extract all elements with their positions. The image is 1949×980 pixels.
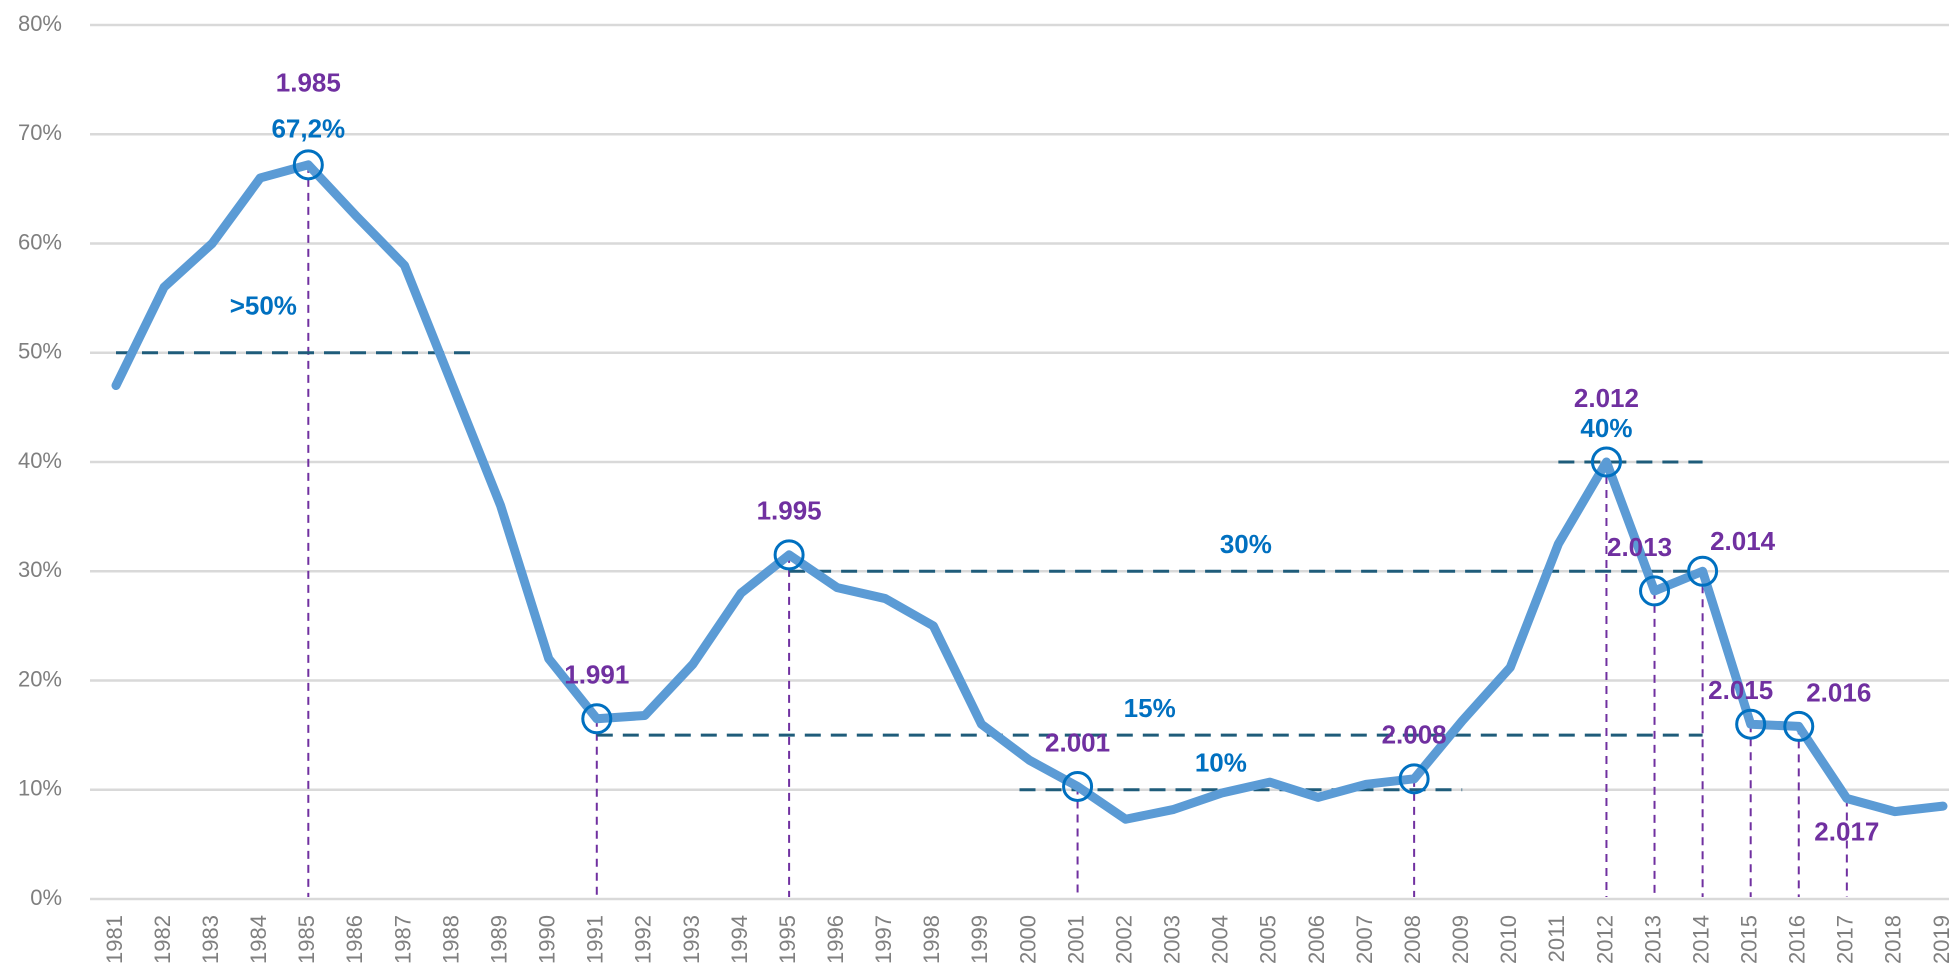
y-tick-label: 40% xyxy=(18,448,62,473)
x-tick-label: 1988 xyxy=(438,915,463,964)
x-tick-label: 2005 xyxy=(1256,915,1281,964)
highlight-label: 2.017 xyxy=(1814,816,1879,846)
x-tick-label: 1987 xyxy=(390,915,415,964)
x-tick-label: 1986 xyxy=(342,915,367,964)
x-tick-label: 2006 xyxy=(1304,915,1329,964)
x-tick-label: 1985 xyxy=(294,915,319,964)
x-tick-label: 2013 xyxy=(1640,915,1665,964)
x-tick-label: 2001 xyxy=(1063,915,1088,964)
x-tick-label: 1997 xyxy=(871,915,896,964)
highlight-label: 1.985 xyxy=(276,68,341,98)
highlight-circle xyxy=(1590,446,1622,478)
x-tick-label: 1990 xyxy=(535,915,560,964)
highlight-label: 2.016 xyxy=(1806,677,1871,707)
x-tick-label: 2009 xyxy=(1448,915,1473,964)
x-tick-label: 2012 xyxy=(1592,915,1617,964)
x-tick-label: 2008 xyxy=(1400,915,1425,964)
highlight-circle xyxy=(1687,555,1719,587)
y-tick-label: 80% xyxy=(18,11,62,36)
highlight-label: 1.991 xyxy=(564,660,629,690)
x-tick-label: 2019 xyxy=(1929,915,1949,964)
highlight-label: 2.014 xyxy=(1710,526,1776,556)
x-tick-label: 1983 xyxy=(198,915,223,964)
reference-label: 40% xyxy=(1580,413,1632,443)
highlight-label: 1.995 xyxy=(757,496,822,526)
x-tick-label: 1981 xyxy=(102,915,127,964)
x-tick-label: 2014 xyxy=(1688,915,1713,964)
x-tick-label: 1982 xyxy=(150,915,175,964)
reference-label: >50% xyxy=(230,291,297,321)
x-tick-label: 1998 xyxy=(919,915,944,964)
x-tick-label: 1996 xyxy=(823,915,848,964)
highlight-circle xyxy=(1639,575,1671,607)
x-tick-label: 2002 xyxy=(1111,915,1136,964)
y-tick-label: 0% xyxy=(30,885,62,910)
line-series xyxy=(111,160,1948,824)
x-tick-label: 1993 xyxy=(679,915,704,964)
x-tick-label: 2003 xyxy=(1160,915,1185,964)
x-tick-label: 1989 xyxy=(486,915,511,964)
x-tick-label: 2016 xyxy=(1785,915,1810,964)
highlight-circle xyxy=(581,703,613,735)
x-tick-label: 2018 xyxy=(1881,915,1906,964)
x-tick-label: 1995 xyxy=(775,915,800,964)
highlight-label: 2.001 xyxy=(1045,727,1110,757)
x-tick-label: 1984 xyxy=(246,915,271,964)
value-label: 67,2% xyxy=(271,114,345,144)
reference-label: 15% xyxy=(1124,693,1176,723)
x-tick-label: 2010 xyxy=(1496,915,1521,964)
x-tick-label: 1991 xyxy=(583,915,608,964)
x-tick-label: 2000 xyxy=(1015,915,1040,964)
reference-label: 30% xyxy=(1220,529,1272,559)
highlight-circle xyxy=(1783,710,1815,742)
highlight-circle xyxy=(773,539,805,571)
x-tick-label: 1999 xyxy=(967,915,992,964)
y-tick-label: 30% xyxy=(18,557,62,582)
x-tick-label: 2004 xyxy=(1208,915,1233,964)
highlight-label: 2.015 xyxy=(1708,675,1773,705)
y-tick-label: 50% xyxy=(18,339,62,364)
x-tick-label: 2007 xyxy=(1352,915,1377,964)
x-tick-label: 2011 xyxy=(1544,915,1569,962)
x-tick-label: 2017 xyxy=(1833,915,1858,964)
highlight-label: 2.012 xyxy=(1574,383,1639,413)
x-tick-label: 1994 xyxy=(727,915,752,964)
reference-label: 10% xyxy=(1195,748,1247,778)
y-tick-label: 70% xyxy=(18,120,62,145)
highlight-label: 2.008 xyxy=(1382,720,1447,750)
highlight-circle xyxy=(1398,763,1430,795)
highlight-label: 2.013 xyxy=(1607,532,1672,562)
highlight-circle xyxy=(292,149,324,181)
y-tick-label: 10% xyxy=(18,776,62,801)
highlight-circle xyxy=(1735,708,1767,740)
highlight-circle xyxy=(1062,770,1094,802)
x-tick-label: 2015 xyxy=(1736,915,1761,964)
y-tick-label: 60% xyxy=(18,229,62,254)
x-tick-label: 1992 xyxy=(631,915,656,964)
y-tick-label: 20% xyxy=(18,666,62,691)
